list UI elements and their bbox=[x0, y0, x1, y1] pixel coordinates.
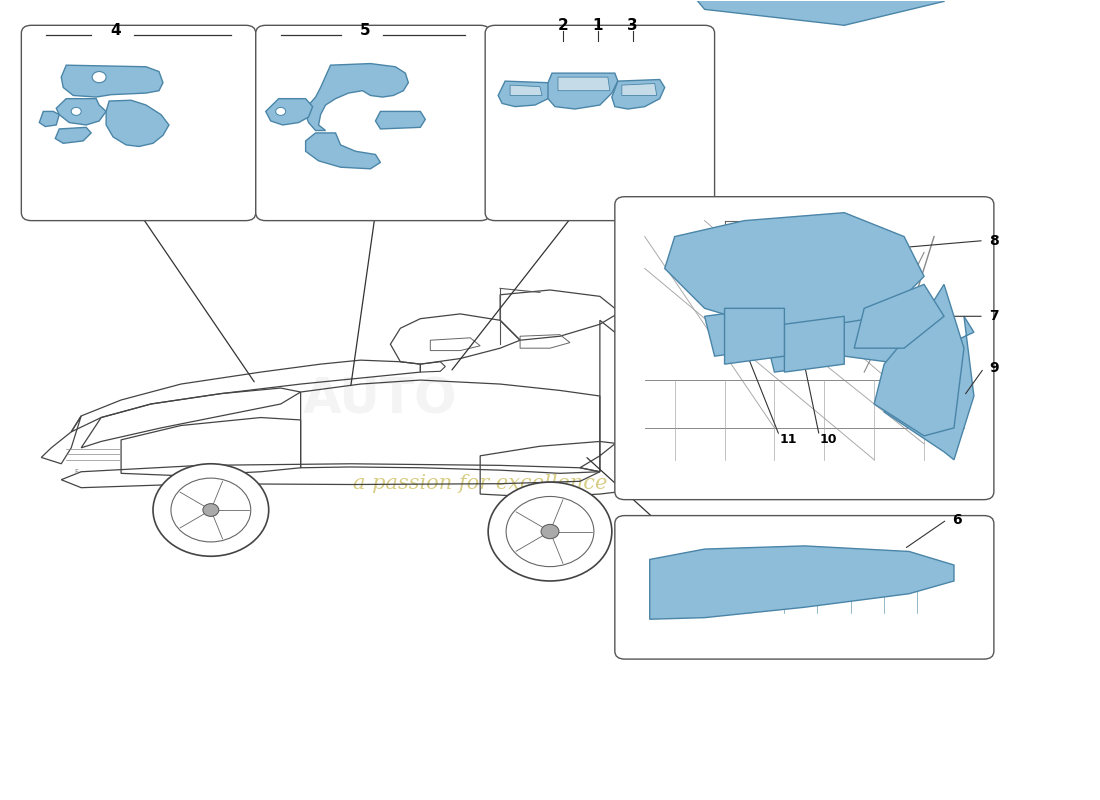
Polygon shape bbox=[874, 285, 964, 436]
Polygon shape bbox=[106, 100, 169, 146]
Text: 1: 1 bbox=[593, 18, 603, 33]
Text: 6: 6 bbox=[952, 513, 961, 526]
Polygon shape bbox=[306, 133, 381, 169]
Polygon shape bbox=[764, 324, 834, 372]
Polygon shape bbox=[845, 292, 944, 364]
Text: AUTO: AUTO bbox=[304, 376, 458, 424]
Polygon shape bbox=[725, 308, 784, 364]
FancyBboxPatch shape bbox=[615, 515, 994, 659]
Text: F: F bbox=[74, 469, 78, 474]
Polygon shape bbox=[664, 213, 924, 332]
Circle shape bbox=[72, 107, 81, 115]
Circle shape bbox=[276, 107, 286, 115]
Circle shape bbox=[153, 464, 268, 556]
Polygon shape bbox=[40, 111, 59, 126]
Text: 10: 10 bbox=[820, 434, 837, 446]
Polygon shape bbox=[55, 127, 91, 143]
Text: 7: 7 bbox=[989, 310, 999, 323]
Text: 9: 9 bbox=[989, 361, 999, 375]
FancyBboxPatch shape bbox=[615, 197, 994, 500]
Text: 2: 2 bbox=[558, 18, 569, 33]
FancyBboxPatch shape bbox=[485, 26, 715, 221]
Text: 11: 11 bbox=[780, 434, 796, 446]
Text: 3: 3 bbox=[627, 18, 638, 33]
Text: 5: 5 bbox=[360, 23, 371, 38]
Polygon shape bbox=[62, 65, 163, 97]
Polygon shape bbox=[498, 81, 552, 106]
Polygon shape bbox=[510, 85, 542, 95]
Polygon shape bbox=[548, 73, 618, 109]
Polygon shape bbox=[621, 83, 657, 95]
Polygon shape bbox=[558, 77, 609, 90]
Polygon shape bbox=[306, 63, 408, 130]
FancyBboxPatch shape bbox=[21, 26, 255, 221]
Polygon shape bbox=[612, 79, 664, 109]
Polygon shape bbox=[650, 546, 954, 619]
Text: 8: 8 bbox=[989, 234, 999, 247]
Circle shape bbox=[92, 71, 106, 82]
Circle shape bbox=[488, 482, 612, 581]
Circle shape bbox=[541, 524, 559, 538]
Text: a passion for excellence: a passion for excellence bbox=[353, 474, 607, 494]
Polygon shape bbox=[884, 316, 974, 460]
Polygon shape bbox=[705, 308, 774, 356]
Polygon shape bbox=[266, 98, 312, 125]
FancyBboxPatch shape bbox=[255, 26, 491, 221]
Polygon shape bbox=[784, 316, 845, 372]
Polygon shape bbox=[664, 0, 954, 26]
Polygon shape bbox=[855, 285, 944, 348]
Circle shape bbox=[202, 504, 219, 516]
Polygon shape bbox=[375, 111, 426, 129]
Text: 4: 4 bbox=[111, 23, 121, 38]
Polygon shape bbox=[56, 98, 106, 125]
